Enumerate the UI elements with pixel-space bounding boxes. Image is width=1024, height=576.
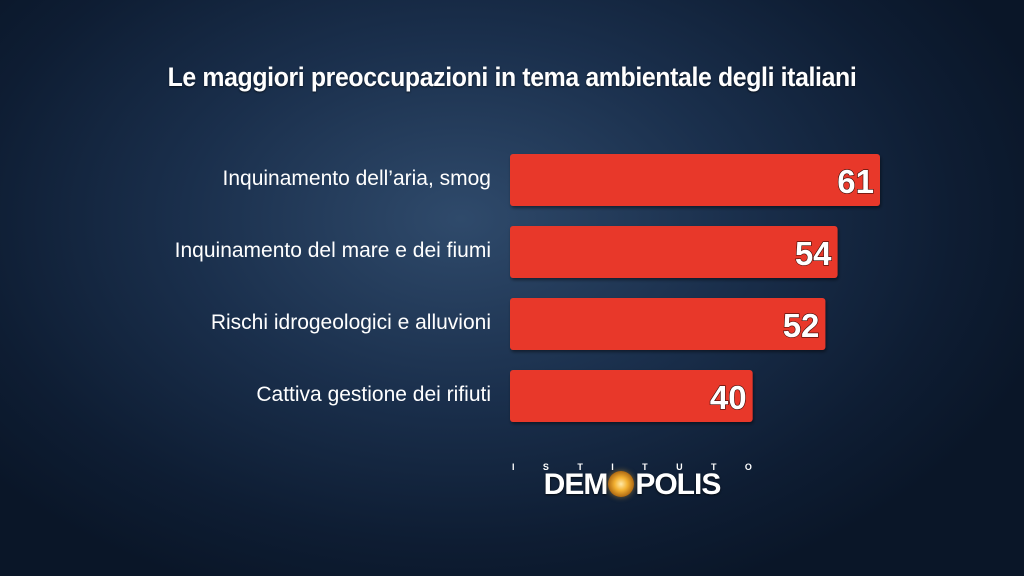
value-label: 40: [710, 379, 747, 416]
logo-letter: T: [577, 462, 583, 472]
logo-letter: S: [542, 462, 549, 472]
logo-letter: I: [611, 462, 614, 472]
category-label: Inquinamento del mare e dei fiumi: [175, 239, 491, 262]
logo-letter: T: [710, 462, 717, 472]
logo-text-start: DEM: [543, 468, 609, 501]
value-label: 52: [783, 307, 820, 344]
category-label: Cattiva gestione dei rifiuti: [256, 383, 491, 406]
bar: [510, 226, 838, 278]
value-label: 54: [795, 235, 832, 272]
logo-letter: T: [642, 462, 648, 472]
chart-title: Le maggiori preoccupazioni in tema ambie…: [167, 62, 857, 92]
logo-letter: U: [676, 462, 683, 472]
logo-text-end: POLIS: [635, 468, 721, 501]
logo-subtitle: I S T I T U T O: [512, 462, 752, 472]
bar: [510, 154, 880, 206]
logo-wordmark: DEM POLIS: [512, 468, 752, 502]
category-label: Rischi idrogeologici e alluvioni: [211, 311, 491, 334]
value-label: 61: [837, 163, 874, 200]
demopolis-logo: I S T I T U T O DEM POLIS: [512, 462, 752, 506]
bar: [510, 370, 753, 422]
bar: [510, 298, 826, 350]
logo-letter: O: [744, 462, 752, 472]
category-label: Inquinamento dell’aria, smog: [223, 167, 492, 190]
logo-emblem-icon: [608, 471, 635, 497]
logo-letter: I: [512, 462, 515, 472]
